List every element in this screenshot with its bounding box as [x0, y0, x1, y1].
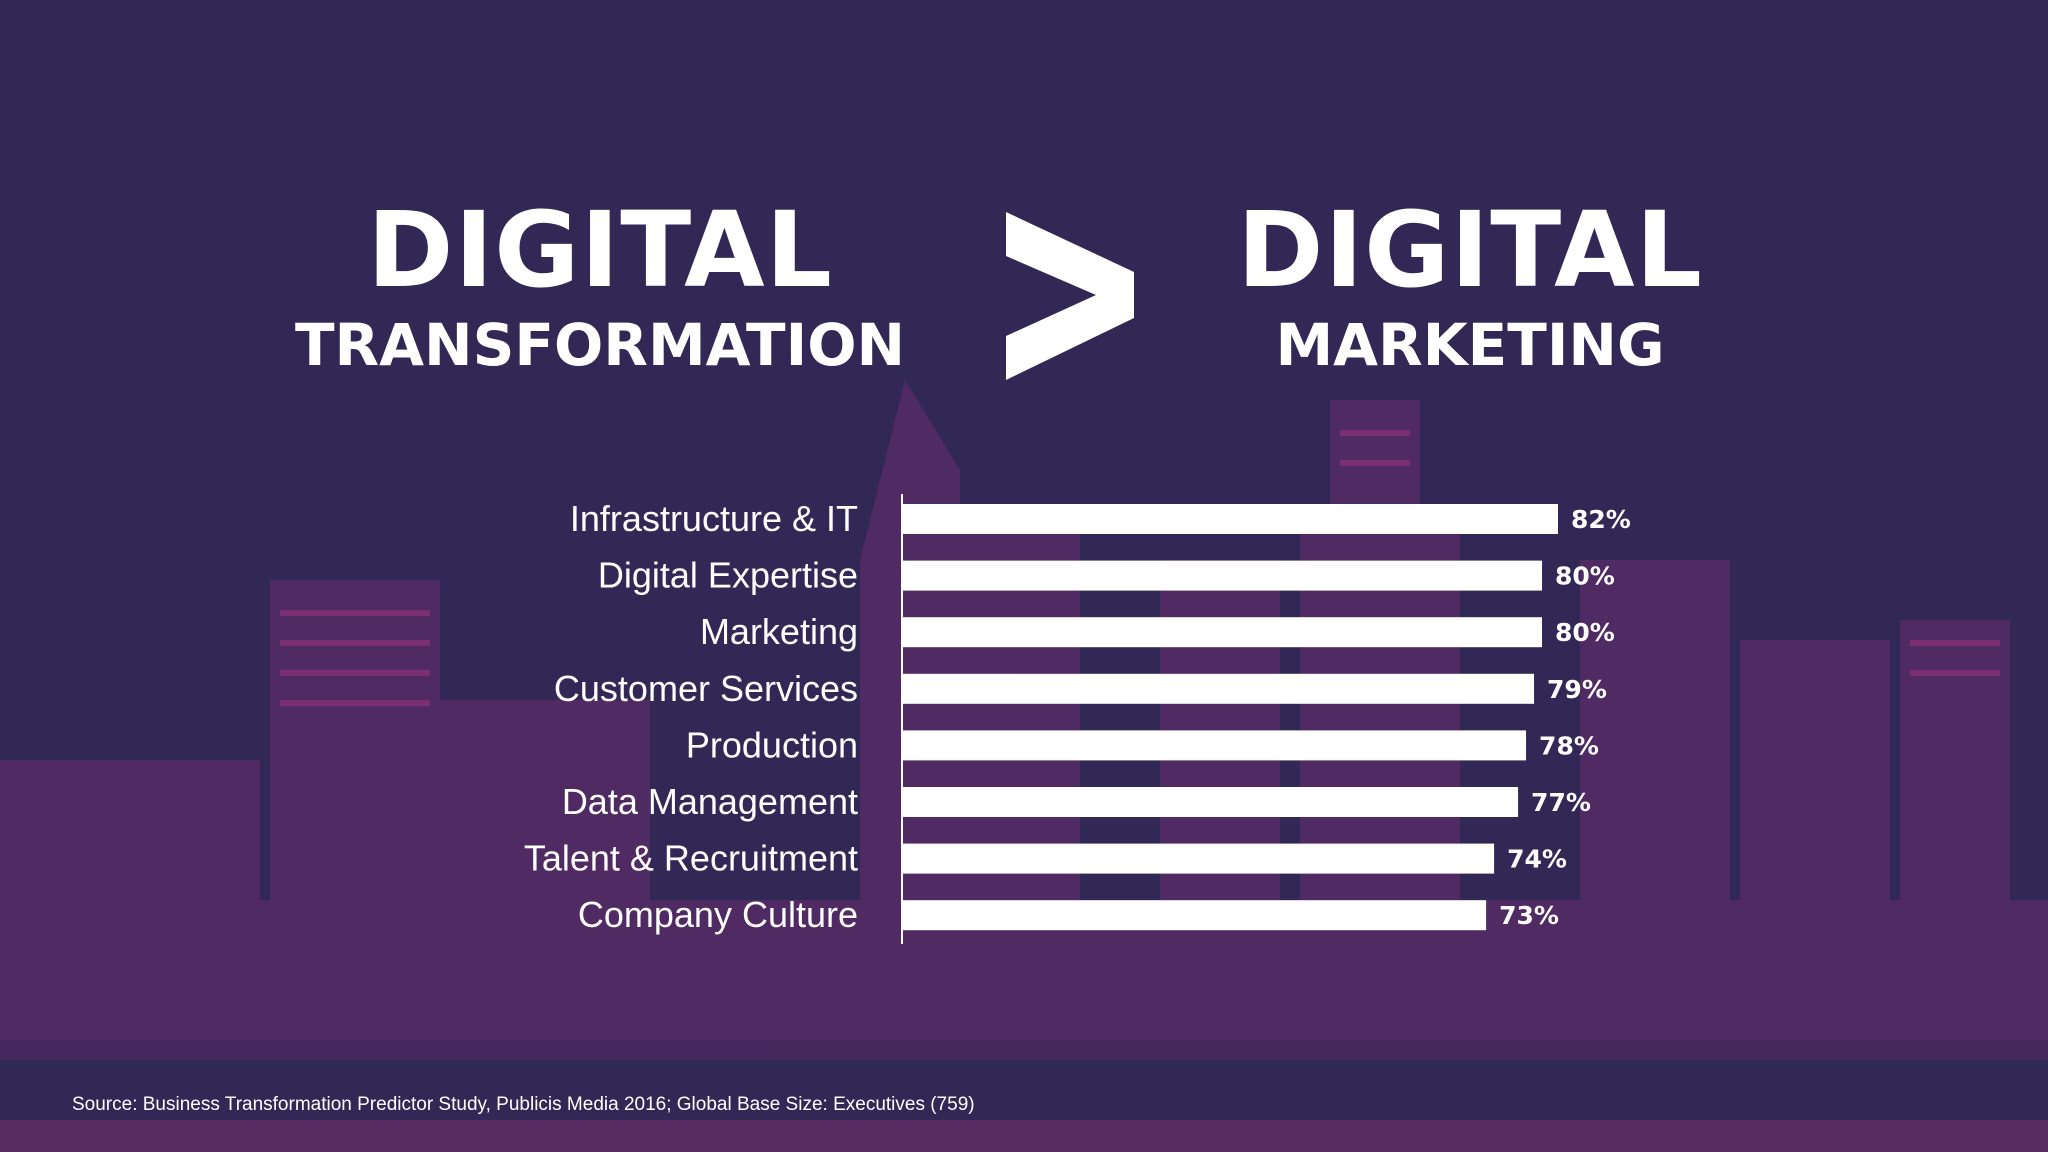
- greater-than-icon: [1006, 212, 1134, 380]
- headline-right-digital: DIGITAL: [1237, 189, 1703, 311]
- bar-5: [903, 787, 1519, 817]
- headline-right-marketing: MARKETING: [1275, 311, 1665, 379]
- category-label: Talent & Recruitment: [524, 838, 858, 879]
- bar-7: [903, 900, 1487, 931]
- category-label: Infrastructure & IT: [570, 498, 858, 539]
- bar-2: [903, 617, 1543, 648]
- source-note: Source: Business Transformation Predicto…: [72, 1094, 975, 1115]
- category-label: Marketing: [700, 611, 858, 652]
- value-label: 73%: [1499, 901, 1559, 930]
- value-label: 74%: [1507, 845, 1567, 874]
- bar-1: [903, 560, 1543, 591]
- value-label: 82%: [1571, 505, 1631, 534]
- category-label: Production: [686, 724, 858, 765]
- headline-right: DIGITAL MARKETING: [1220, 198, 1720, 374]
- headline-left-digital: DIGITAL: [367, 189, 833, 311]
- value-label: 78%: [1539, 731, 1599, 760]
- bar-3: [903, 673, 1535, 704]
- bar-4: [903, 730, 1527, 761]
- value-label: 79%: [1547, 675, 1607, 704]
- headline-left-transformation: TRANSFORMATION: [294, 311, 906, 379]
- headline-left: DIGITAL TRANSFORMATION: [290, 198, 910, 374]
- bar-0: [903, 504, 1558, 534]
- value-label: 80%: [1555, 618, 1615, 647]
- bar-6: [903, 843, 1495, 874]
- category-label: Company Culture: [578, 894, 858, 935]
- category-label: Data Management: [562, 781, 858, 822]
- category-label: Digital Expertise: [598, 555, 858, 596]
- category-label: Customer Services: [554, 668, 858, 709]
- value-label: 80%: [1555, 562, 1615, 591]
- value-label: 77%: [1531, 788, 1591, 817]
